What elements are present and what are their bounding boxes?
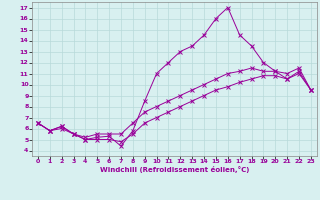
- X-axis label: Windchill (Refroidissement éolien,°C): Windchill (Refroidissement éolien,°C): [100, 166, 249, 173]
